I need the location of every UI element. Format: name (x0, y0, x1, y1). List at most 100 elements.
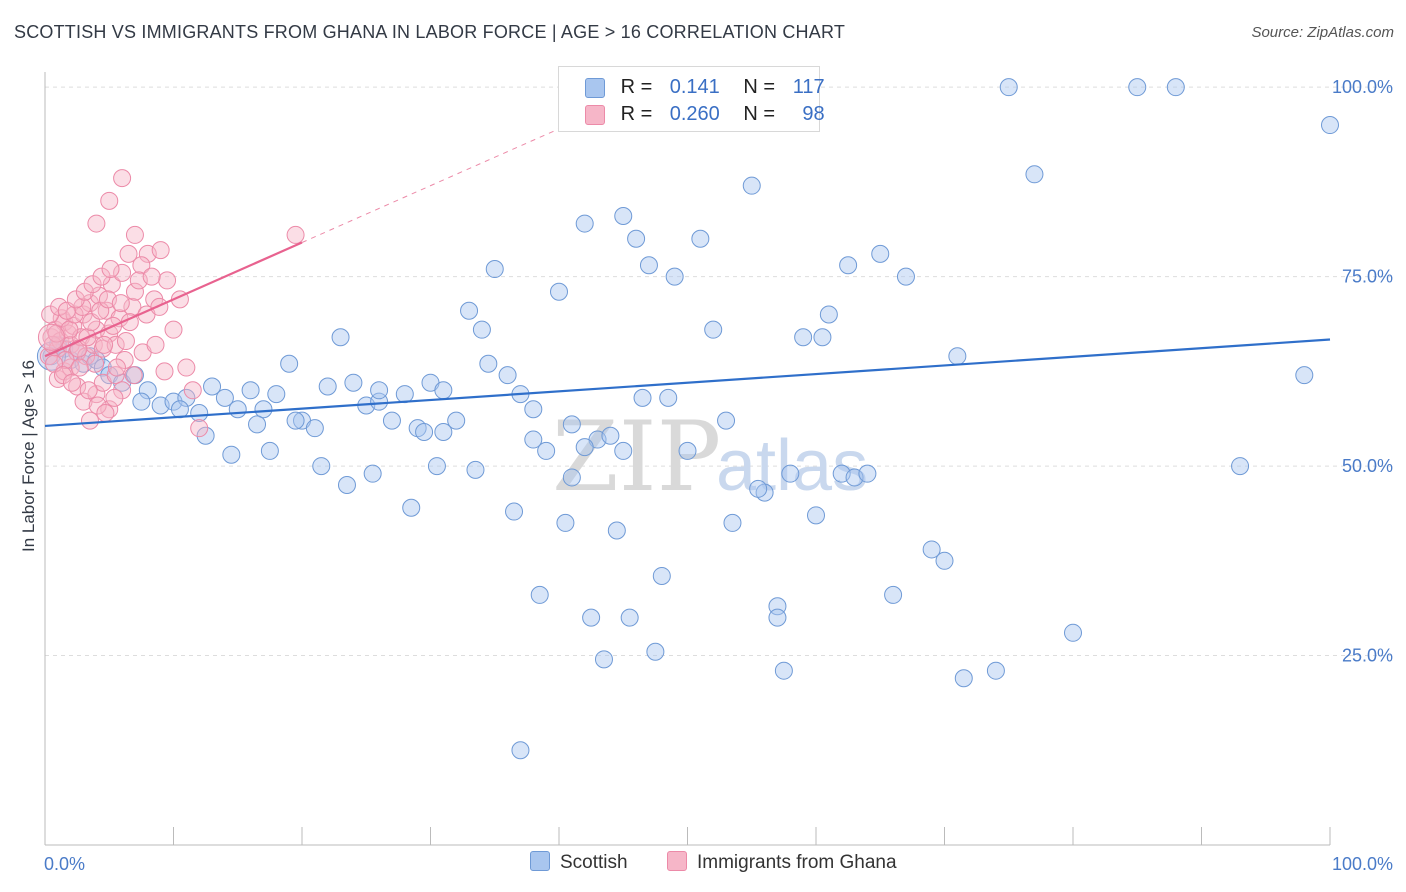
scottish-point (774, 661, 793, 680)
scottish-point (530, 585, 549, 604)
scottish-point (948, 347, 967, 366)
scottish-point (594, 650, 613, 669)
scottish-point (922, 540, 941, 559)
legend-label: Scottish (560, 852, 628, 873)
stats-legend: R = 0.141 N = 117 R = 0.260 N = 98 (558, 66, 825, 132)
scottish-point (639, 256, 658, 275)
scottish-point (222, 445, 241, 464)
scottish-point (704, 320, 723, 339)
scottish-point (575, 438, 594, 457)
ghana-point (53, 366, 72, 385)
scottish-point (562, 468, 581, 487)
ghana-point (123, 297, 142, 316)
r-value: 0.260 (669, 103, 720, 125)
scottish-point (742, 176, 761, 195)
ghana-point (116, 332, 135, 351)
scottish-point (382, 411, 401, 430)
ghana-point (158, 271, 177, 290)
scottish-point (723, 513, 742, 532)
chart-title: SCOTTISH VS IMMIGRANTS FROM GHANA IN LAB… (14, 22, 846, 42)
scottish-point (402, 498, 421, 517)
ghana-point (107, 358, 126, 377)
scottish-point (601, 426, 620, 445)
scottish-point (935, 551, 954, 570)
ghana-point (101, 260, 120, 279)
scottish-point (562, 415, 581, 434)
ghana-point (86, 354, 105, 373)
ghana-point (151, 241, 170, 260)
scottish-point (550, 282, 568, 301)
scottish-point (395, 385, 414, 404)
scottish-point (170, 400, 189, 419)
scottish-swatch (530, 851, 550, 871)
y-tick-label: 25.0% (1342, 646, 1393, 666)
scottish-point (884, 585, 903, 604)
scottish-point (511, 741, 530, 760)
y-tick-label: 75.0% (1342, 267, 1393, 287)
scottish-point (607, 521, 626, 540)
n-value: 117 (792, 76, 825, 98)
scottish-point (717, 411, 736, 430)
scottish-point (556, 513, 575, 532)
scottish-point (896, 267, 915, 286)
scottish-point (177, 388, 196, 407)
scottish-point (138, 381, 157, 400)
scottish-point (190, 404, 209, 423)
scottish-point (858, 464, 877, 483)
scottish-trend-line (44, 338, 1331, 428)
scottish-point (241, 381, 260, 400)
r-value: 0.141 (669, 76, 720, 98)
scottish-point (813, 328, 832, 347)
scottish-point (1321, 116, 1339, 135)
scottish-point (986, 661, 1005, 680)
scottish-point (646, 642, 665, 661)
scottish-point (344, 373, 363, 392)
scottish-point (652, 566, 671, 585)
scottish-point (370, 381, 389, 400)
scottish-point (498, 366, 517, 385)
scottish-point (472, 320, 491, 339)
ghana-point (146, 335, 165, 354)
scottish-point (633, 388, 652, 407)
scottish-point (267, 385, 286, 404)
scottish-point (620, 608, 639, 627)
ghana-point (119, 244, 138, 263)
ghana-point (73, 297, 92, 316)
scottish-point (1231, 457, 1250, 476)
scottish-point (1166, 78, 1185, 97)
watermark-atlas: atlas (716, 426, 868, 506)
ghana-point (286, 225, 305, 244)
n-label: N = (743, 76, 776, 98)
ghana-point (41, 305, 60, 324)
ghana-point (106, 366, 125, 385)
scottish-point (312, 457, 331, 476)
ghana-point (125, 225, 144, 244)
axes (44, 72, 1331, 846)
scottish-point (999, 78, 1018, 97)
watermark: ZIP atlas (552, 401, 868, 513)
scottish-point (794, 328, 813, 347)
ghana-point (155, 362, 174, 381)
y-axis-title: In Labor Force | Age > 16 (19, 360, 38, 552)
grid-lines (45, 86, 1392, 657)
scottish-point (1295, 366, 1314, 385)
ghana-trend-extension (301, 88, 650, 243)
ghana-point (132, 256, 151, 275)
ghana-trend-line (44, 241, 303, 358)
scottish-point (1128, 78, 1147, 97)
ghana-point (70, 358, 89, 377)
scottish-point (132, 392, 151, 411)
scottish-swatch (585, 77, 605, 98)
scottish-point (505, 502, 524, 521)
scottish-point (196, 426, 215, 445)
ghana-point (83, 275, 102, 294)
ghana-point (62, 373, 81, 392)
scottish-point (286, 411, 305, 430)
ghana-point (79, 381, 98, 400)
scottish-point (434, 422, 453, 441)
ghana-point (66, 290, 85, 309)
scottish-point (427, 457, 446, 476)
ghana-point (87, 214, 106, 233)
legend-item-scottish: Scottish (530, 851, 628, 874)
ghana-point (177, 358, 196, 377)
